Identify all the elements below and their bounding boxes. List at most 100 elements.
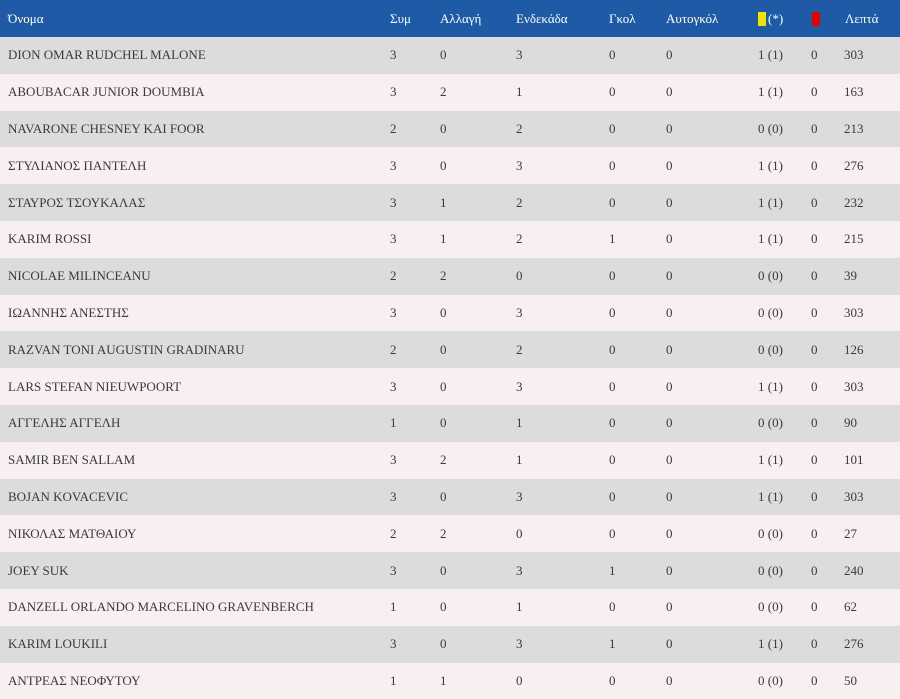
substitutions-value: 0 — [440, 562, 447, 578]
player-name[interactable]: ΑΓΓΕΛΗΣ ΑΓΓΕΛΗ — [8, 415, 121, 431]
appearances-value: 3 — [390, 231, 397, 247]
header-red-cards[interactable] — [812, 0, 820, 37]
player-name[interactable]: ΣΤΥΛΙΑΝΟΣ ΠΑΝΤΕΛΗ — [8, 157, 147, 173]
goals-value: 0 — [609, 378, 616, 394]
player-name[interactable]: KARIM LOUKILI — [8, 636, 108, 652]
minutes-value: 62 — [844, 599, 857, 615]
player-name[interactable]: RAZVAN TONI AUGUSTIN GRADINARU — [8, 341, 245, 357]
yellow-cards-value: 1 (1) — [758, 231, 783, 247]
starts-value: 3 — [516, 157, 523, 173]
player-name[interactable]: DION OMAR RUDCHEL MALONE — [8, 47, 206, 63]
player-name[interactable]: BOJAN KOVACEVIC — [8, 488, 129, 504]
appearances-value: 2 — [390, 341, 397, 357]
header-minutes[interactable]: Λεπτά — [845, 10, 879, 26]
yellow-cards-value: 1 (1) — [758, 84, 783, 100]
yellow-cards-value: 1 (1) — [758, 452, 783, 468]
red-cards-value: 0 — [811, 341, 818, 357]
substitutions-value: 0 — [440, 378, 447, 394]
player-name[interactable]: ΝΙΚΟΛΑΣ ΜΑΤΘΑΙΟΥ — [8, 525, 137, 541]
goals-value: 0 — [609, 341, 616, 357]
appearances-value: 3 — [390, 488, 397, 504]
starts-value: 2 — [516, 194, 523, 210]
goals-value: 0 — [609, 488, 616, 504]
starts-value: 0 — [516, 525, 523, 541]
red-cards-value: 0 — [811, 120, 818, 136]
minutes-value: 215 — [844, 231, 864, 247]
substitutions-value: 0 — [440, 599, 447, 615]
red-cards-value: 0 — [811, 84, 818, 100]
player-name[interactable]: ABOUBACAR JUNIOR DOUMBIA — [8, 84, 205, 100]
own-goals-value: 0 — [666, 415, 673, 431]
red-cards-value: 0 — [811, 452, 818, 468]
yellow-cards-value: 1 (1) — [758, 378, 783, 394]
appearances-value: 3 — [390, 636, 397, 652]
player-name[interactable]: JOEY SUK — [8, 562, 69, 578]
substitutions-value: 2 — [440, 84, 447, 100]
header-yellow-cards[interactable]: (*) — [758, 0, 783, 37]
red-cards-value: 0 — [811, 562, 818, 578]
table-row: DION OMAR RUDCHEL MALONE 3 0 3 0 0 1 (1) 0 303 — [0, 37, 900, 74]
yellow-cards-value: 0 (0) — [758, 415, 783, 431]
player-name[interactable]: LARS STEFAN NIEUWPOORT — [8, 378, 182, 394]
red-cards-value: 0 — [811, 231, 818, 247]
header-appearances[interactable]: Συμ — [390, 10, 411, 26]
minutes-value: 50 — [844, 672, 857, 688]
minutes-value: 163 — [844, 84, 864, 100]
starts-value: 1 — [516, 84, 523, 100]
substitutions-value: 0 — [440, 120, 447, 136]
yellow-cards-value: 0 (0) — [758, 120, 783, 136]
own-goals-value: 0 — [666, 120, 673, 136]
goals-value: 0 — [609, 452, 616, 468]
header-name[interactable]: Όνομα — [8, 10, 44, 26]
substitutions-value: 0 — [440, 415, 447, 431]
header-own-goals[interactable]: Αυτογκόλ — [666, 10, 719, 26]
player-name[interactable]: NAVARONE CHESNEY KAI FOOR — [8, 120, 205, 136]
minutes-value: 303 — [844, 304, 864, 320]
starts-value: 1 — [516, 452, 523, 468]
own-goals-value: 0 — [666, 304, 673, 320]
table-row: DANZELL ORLANDO MARCELINO GRAVENBERCH 1 0 1… — [0, 588, 900, 626]
minutes-value: 303 — [844, 47, 864, 63]
appearances-value: 3 — [390, 562, 397, 578]
goals-value: 0 — [609, 194, 616, 210]
table-row: ABOUBACAR JUNIOR DOUMBIA 3 2 1 0 0 1 (1) 0 163 — [0, 73, 900, 111]
yellow-card-icon — [758, 11, 766, 26]
yellow-cards-value: 1 (1) — [758, 488, 783, 504]
player-name[interactable]: SAMIR BEN SALLAM — [8, 452, 136, 468]
starts-value: 3 — [516, 47, 523, 63]
table-header: Όνομα Συμ Αλλαγή Ενδεκάδα Γκολ Αυτογκόλ … — [0, 0, 900, 37]
table-body: DION OMAR RUDCHEL MALONE 3 0 3 0 0 1 (1) 0 303 AB… — [0, 37, 900, 699]
red-cards-value: 0 — [811, 525, 818, 541]
player-name[interactable]: ΑΝΤΡΕΑΣ ΝΕΟΦΥΤΟΥ — [8, 672, 141, 688]
own-goals-value: 0 — [666, 562, 673, 578]
player-name[interactable]: ΣΤΑΥΡΟΣ ΤΣΟΥΚΑΛΑΣ — [8, 194, 146, 210]
appearances-value: 2 — [390, 525, 397, 541]
yellow-cards-value: 0 (0) — [758, 599, 783, 615]
appearances-value: 3 — [390, 452, 397, 468]
header-goals[interactable]: Γκολ — [609, 10, 636, 26]
substitutions-value: 2 — [440, 525, 447, 541]
table-row: ΣΤΑΥΡΟΣ ΤΣΟΥΚΑΛΑΣ 3 1 2 0 0 1 (1) 0 232 — [0, 184, 900, 221]
player-name[interactable]: ΙΩΑΝΝΗΣ ΑΝΕΣΤΗΣ — [8, 304, 129, 320]
goals-value: 1 — [609, 562, 616, 578]
substitutions-value: 1 — [440, 231, 447, 247]
appearances-value: 1 — [390, 415, 397, 431]
header-substitutions[interactable]: Αλλαγή — [440, 10, 482, 26]
yellow-cards-value: 0 (0) — [758, 341, 783, 357]
red-card-icon — [812, 11, 820, 26]
red-cards-value: 0 — [811, 157, 818, 173]
player-name[interactable]: KARIM ROSSI — [8, 231, 92, 247]
own-goals-value: 0 — [666, 378, 673, 394]
table-row: KARIM ROSSI 3 1 2 1 0 1 (1) 0 215 — [0, 220, 900, 258]
minutes-value: 232 — [844, 194, 864, 210]
minutes-value: 126 — [844, 341, 864, 357]
red-cards-value: 0 — [811, 415, 818, 431]
own-goals-value: 0 — [666, 231, 673, 247]
player-name[interactable]: NICOLAE MILINCEANU — [8, 268, 151, 284]
goals-value: 0 — [609, 525, 616, 541]
header-starts[interactable]: Ενδεκάδα — [516, 10, 568, 26]
table-row: ΣΤΥΛΙΑΝΟΣ ΠΑΝΤΕΛΗ 3 0 3 0 0 1 (1) 0 276 — [0, 147, 900, 185]
player-name[interactable]: DANZELL ORLANDO MARCELINO GRAVENBERCH — [8, 599, 314, 615]
table-row: ΙΩΑΝΝΗΣ ΑΝΕΣΤΗΣ 3 0 3 0 0 0 (0) 0 303 — [0, 294, 900, 332]
